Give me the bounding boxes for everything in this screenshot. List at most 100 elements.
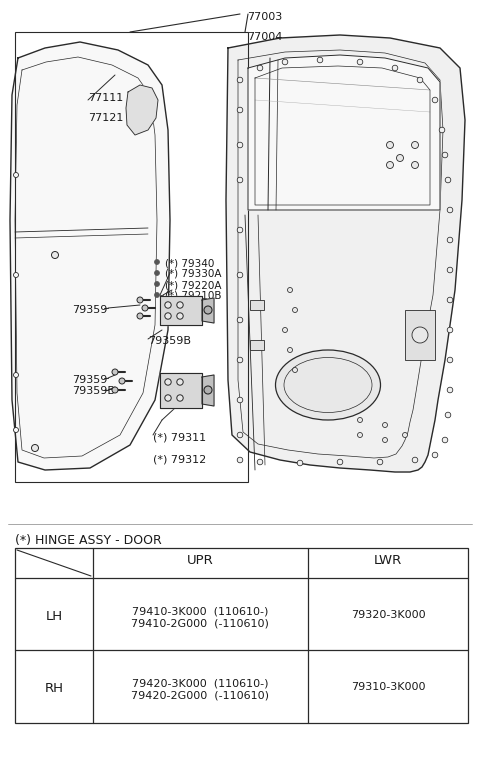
Circle shape: [292, 307, 298, 313]
Circle shape: [177, 395, 183, 402]
Circle shape: [155, 292, 159, 298]
Circle shape: [237, 227, 243, 233]
Circle shape: [112, 369, 118, 375]
Bar: [15, 548, 468, 723]
Circle shape: [396, 155, 404, 162]
Text: (*) 79312: (*) 79312: [153, 454, 206, 464]
Circle shape: [357, 59, 363, 65]
Circle shape: [283, 327, 288, 332]
Polygon shape: [226, 35, 465, 472]
Text: LWR: LWR: [374, 554, 402, 567]
Text: 79410-3K000  (110610-): 79410-3K000 (110610-): [132, 606, 268, 616]
Text: 79310-3K000: 79310-3K000: [351, 682, 425, 692]
Circle shape: [237, 432, 243, 438]
Circle shape: [383, 437, 387, 442]
Circle shape: [447, 238, 453, 243]
Circle shape: [237, 142, 243, 148]
Circle shape: [442, 153, 448, 158]
Circle shape: [358, 417, 362, 423]
Circle shape: [137, 297, 143, 303]
Bar: [405, 310, 435, 360]
Text: 77111: 77111: [88, 93, 123, 103]
Circle shape: [204, 386, 212, 394]
Circle shape: [432, 97, 438, 102]
Circle shape: [204, 306, 212, 314]
Polygon shape: [202, 375, 214, 406]
Circle shape: [237, 397, 243, 403]
Circle shape: [165, 302, 171, 308]
Circle shape: [237, 357, 243, 363]
Circle shape: [447, 327, 453, 332]
Circle shape: [112, 387, 118, 393]
Text: 77004: 77004: [247, 32, 282, 42]
Circle shape: [377, 459, 383, 465]
Circle shape: [297, 460, 303, 466]
Circle shape: [142, 305, 148, 311]
Circle shape: [442, 437, 448, 442]
Circle shape: [386, 141, 394, 149]
Circle shape: [317, 57, 323, 63]
Circle shape: [412, 457, 418, 463]
Circle shape: [386, 162, 394, 168]
Text: RH: RH: [45, 682, 63, 695]
Circle shape: [432, 452, 438, 458]
Circle shape: [411, 162, 419, 168]
Text: 79420-3K000  (110610-): 79420-3K000 (110610-): [132, 678, 268, 688]
Polygon shape: [248, 55, 440, 210]
Bar: [250, 340, 264, 350]
Circle shape: [165, 379, 171, 386]
Circle shape: [447, 387, 453, 393]
Text: LH: LH: [46, 610, 62, 623]
Circle shape: [417, 77, 423, 83]
Circle shape: [445, 177, 451, 183]
Circle shape: [237, 272, 243, 278]
Circle shape: [155, 270, 159, 276]
Circle shape: [237, 457, 243, 463]
Text: 79420-2G000  (-110610): 79420-2G000 (-110610): [131, 690, 269, 700]
Text: 79359: 79359: [72, 375, 108, 385]
Text: (*) 79330A: (*) 79330A: [165, 269, 221, 279]
Text: 79359B: 79359B: [72, 386, 115, 396]
Circle shape: [447, 357, 453, 363]
Circle shape: [13, 373, 19, 377]
Circle shape: [383, 423, 387, 427]
Text: 79410-2G000  (-110610): 79410-2G000 (-110610): [131, 618, 269, 628]
Circle shape: [32, 445, 38, 452]
Circle shape: [177, 379, 183, 386]
Circle shape: [51, 251, 59, 259]
Circle shape: [177, 313, 183, 320]
Circle shape: [155, 260, 159, 264]
Text: 77121: 77121: [88, 113, 123, 123]
Circle shape: [237, 177, 243, 183]
Circle shape: [13, 172, 19, 178]
Text: (*) 79220A: (*) 79220A: [165, 280, 221, 290]
Circle shape: [411, 141, 419, 149]
Circle shape: [447, 207, 453, 213]
Bar: [15, 32, 248, 482]
Ellipse shape: [276, 350, 381, 420]
Text: (*) 79340: (*) 79340: [165, 258, 215, 268]
Circle shape: [13, 272, 19, 278]
Circle shape: [358, 433, 362, 437]
Text: (*) 79210B: (*) 79210B: [165, 291, 221, 301]
Polygon shape: [10, 42, 170, 470]
Circle shape: [282, 59, 288, 65]
Text: UPR: UPR: [187, 554, 214, 567]
Circle shape: [292, 367, 298, 373]
Circle shape: [257, 65, 263, 71]
Circle shape: [119, 378, 125, 384]
Polygon shape: [160, 296, 202, 325]
Circle shape: [237, 317, 243, 323]
Text: 79359: 79359: [72, 305, 108, 315]
Circle shape: [165, 313, 171, 320]
Text: (*) HINGE ASSY - DOOR: (*) HINGE ASSY - DOOR: [15, 534, 162, 547]
Circle shape: [165, 395, 171, 402]
Circle shape: [445, 412, 451, 417]
Polygon shape: [202, 298, 214, 323]
Circle shape: [237, 77, 243, 83]
Text: 79320-3K000: 79320-3K000: [351, 610, 425, 620]
Text: 79359B: 79359B: [148, 336, 191, 346]
Circle shape: [177, 302, 183, 308]
Text: (*) 79311: (*) 79311: [153, 432, 206, 442]
Circle shape: [412, 327, 428, 343]
